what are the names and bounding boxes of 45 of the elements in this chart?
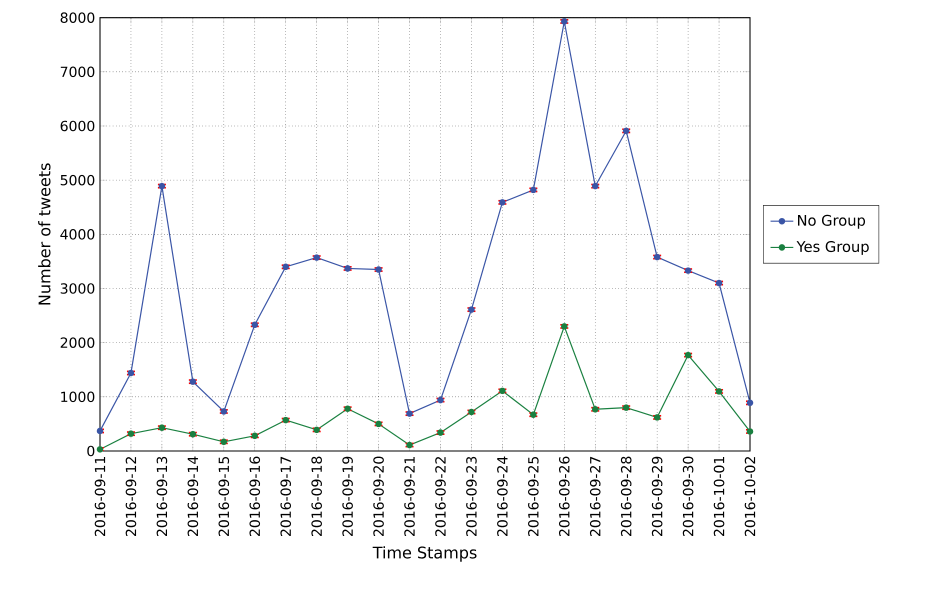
y-tick-label: 3000 [60,283,94,294]
point [282,416,289,424]
y-tick-label: 8000 [60,12,94,23]
point [96,446,104,453]
x-tick-label: 2016-09-20 [373,456,384,536]
x-tick-label: 2016-09-19 [342,456,353,536]
x-tick-label: 2016-09-23 [466,456,477,536]
x-tick-label: 2016-09-12 [126,457,136,536]
x-tick-label: 2016-09-29 [652,456,662,536]
legend-label: Yes Group [796,241,869,255]
y-tick-label: 1000 [61,392,94,402]
x-axis-title: Time Stamps [372,546,476,562]
point [252,432,258,440]
x-tick-label: 2016-09-11 [94,457,106,536]
y-tick-label: 4000 [60,229,94,240]
y-tick-label: 7000 [60,66,94,78]
x-tick-label: 2016-09-24 [497,456,508,536]
x-tick-label: 2016-09-14 [188,456,198,536]
x-tick-label: 2016-09-16 [249,456,260,536]
x-tick-label: 2016-09-22 [435,457,446,536]
x-tick-label: 2016-09-25 [528,456,539,536]
x-tick-label: 2016-10-01 [714,457,724,536]
y-tick-label: 6000 [60,120,94,132]
point [561,18,568,25]
point [282,264,289,270]
point [252,322,258,328]
legend-label: No Group [798,214,866,229]
x-tick-label: 2016-09-30 [682,456,694,536]
x-tick-label: 2016-09-17 [280,456,292,536]
y-tick-label: 2000 [60,337,94,348]
x-tick-label: 2016-09-13 [156,456,168,536]
x-tick-label: 2016-10-02 [744,457,756,536]
x-tick-label: 2016-09-21 [404,457,415,536]
y-axis-title: Number of tweets [38,163,51,305]
y-tick-label: 0 [87,446,94,456]
point [96,428,104,434]
x-tick-label: 2016-09-26 [558,456,570,536]
x-tick-label: 2016-09-27 [590,456,601,536]
point [746,428,754,435]
x-tick-label: 2016-09-18 [311,456,322,536]
x-tick-label: 2016-09-15 [218,456,230,536]
y-tick-label: 5000 [60,174,94,186]
point [561,323,568,330]
x-tick-label: 2016-09-28 [620,456,632,536]
point [746,400,754,406]
